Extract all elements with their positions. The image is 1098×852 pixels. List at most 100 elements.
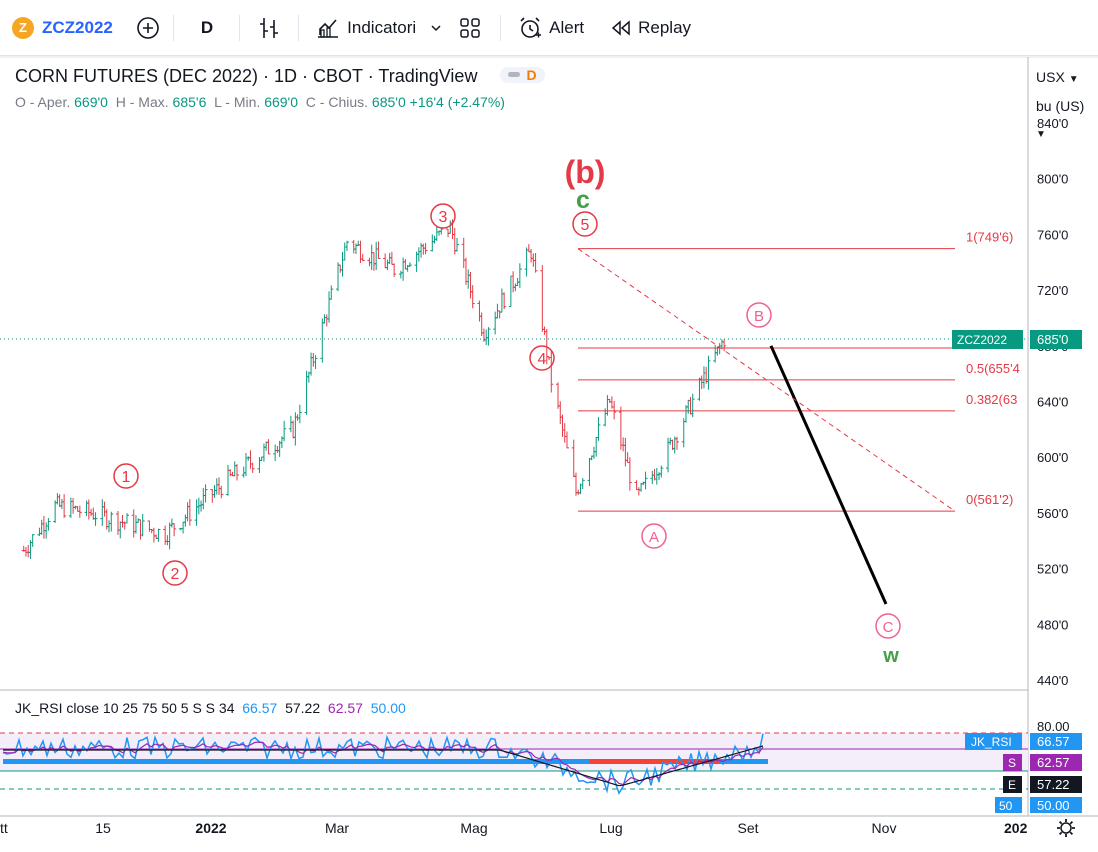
indicators-dropdown[interactable]: [430, 0, 442, 55]
rsi-mid-value: 50.00: [370, 700, 406, 716]
price-bar: [643, 471, 648, 490]
price-bar: [169, 518, 174, 528]
price-bar: [295, 414, 300, 421]
price-bar: [621, 437, 626, 452]
price-bar: [53, 500, 58, 523]
price-bar: [675, 436, 680, 450]
price-bar: [508, 275, 513, 308]
price-bar: [73, 505, 78, 510]
time-axis[interactable]: tt 15 2022 Mar Mag Lug Set Nov 202: [0, 820, 1028, 836]
price-bar: [234, 464, 239, 481]
high-label: H - Max.: [115, 94, 169, 110]
price-tick-label: 480'0: [1037, 617, 1068, 632]
chevron-down-icon: [431, 24, 441, 31]
price-bar: [625, 452, 630, 463]
price-bar: [147, 520, 152, 532]
price-tick-label: 560'0: [1037, 506, 1068, 521]
chart-type-button[interactable]: [258, 0, 282, 55]
price-bar: [434, 226, 439, 241]
wave-c-label: c: [576, 186, 590, 214]
price-bar: [212, 485, 217, 498]
price-bar: [499, 288, 504, 313]
price-bar: [461, 237, 466, 268]
price-bar: [338, 264, 343, 273]
wave-B-label: B: [746, 302, 772, 328]
gear-icon[interactable]: [1057, 819, 1075, 837]
wave-w-label: w: [882, 645, 899, 667]
price-bar: [194, 499, 199, 526]
svg-text:2: 2: [171, 566, 180, 583]
svg-text:S: S: [1008, 756, 1016, 770]
price-bar: [226, 464, 231, 496]
price-bar: [369, 244, 374, 270]
time-label: 202: [1004, 820, 1028, 836]
svg-text:C: C: [883, 619, 894, 636]
symbol-search[interactable]: Z ZCZ2022: [0, 0, 113, 55]
price-bar: [342, 242, 347, 261]
svg-text:50: 50: [999, 799, 1013, 813]
price-bar: [360, 253, 365, 262]
rsi-legend[interactable]: JK_RSI close 10 25 75 50 5 S S 34 66.57 …: [15, 700, 406, 716]
price-bar: [44, 522, 49, 539]
price-bar: [690, 393, 695, 418]
price-bar: [71, 498, 76, 514]
price-bar: [493, 311, 498, 335]
price-scale[interactable]: 840'0800'0760'0720'0680'0640'0600'0560'0…: [1037, 116, 1068, 688]
price-bar: [654, 467, 659, 485]
toolbar-divider: [500, 14, 502, 41]
price-bar: [596, 417, 601, 441]
close-label: C - Chius.: [305, 94, 369, 110]
price-bar: [167, 522, 172, 550]
interval-button[interactable]: D: [201, 0, 213, 55]
price-bar: [57, 494, 62, 508]
plus-circle-icon: [137, 16, 159, 39]
alert-button[interactable]: Alert: [517, 0, 584, 55]
price-bar: [199, 500, 204, 512]
price-bar: [423, 243, 428, 255]
layouts-button[interactable]: [458, 0, 482, 55]
price-tick-label: 600'0: [1037, 450, 1068, 465]
unit-selector[interactable]: bu (US) ▼: [1036, 93, 1098, 148]
currency-selector[interactable]: USX ▼: [1036, 64, 1098, 93]
currency-label: USX: [1036, 69, 1065, 85]
price-bar: [576, 489, 581, 495]
price-bar: [558, 401, 563, 424]
price-bar: [511, 271, 516, 293]
price-bar: [273, 444, 278, 462]
price-bar: [344, 240, 349, 252]
interval-label: D: [200, 17, 214, 37]
price-bar: [89, 508, 94, 517]
indicators-button[interactable]: Indicatori: [315, 0, 416, 55]
time-label: Lug: [599, 820, 622, 836]
legend-badge[interactable]: D: [500, 67, 545, 83]
fib-level-label: 1(749'6): [966, 230, 1013, 245]
toolbar-divider: [298, 14, 300, 41]
price-bar: [116, 510, 121, 535]
price-bar: [565, 431, 570, 449]
price-bar: [109, 511, 114, 532]
fib-retracement[interactable]: 1(749'6) 0.5(655'4 0.382(63 0(561'2): [578, 230, 1020, 512]
bar-chart-icon: [260, 17, 279, 38]
price-bar: [470, 285, 475, 309]
projection-line[interactable]: [769, 345, 888, 605]
badge-label: D: [526, 67, 537, 83]
scale-settings[interactable]: USX ▼ bu (US) ▼: [1036, 64, 1098, 148]
price-bar: [556, 382, 561, 409]
rsi-name: JK_RSI: [15, 700, 63, 716]
price-bar: [549, 350, 554, 393]
price-bar: [100, 499, 105, 526]
rsi-pane[interactable]: 80.00: [0, 719, 1070, 795]
chart-legend-title[interactable]: CORN FUTURES (DEC 2022) · 1D · CBOT · Tr…: [15, 66, 545, 87]
price-bar: [618, 406, 623, 450]
price-bar: [172, 523, 177, 537]
indicators-label: Indicatori: [347, 17, 417, 37]
price-bar: [580, 478, 585, 490]
replay-button[interactable]: Replay: [610, 0, 691, 55]
toolbar-divider: [172, 14, 174, 41]
price-bar: [376, 241, 381, 260]
compare-button[interactable]: [135, 0, 161, 55]
price-bar: [124, 513, 129, 524]
fib-trend-line[interactable]: [577, 248, 956, 512]
rewind-icon: [611, 19, 630, 36]
